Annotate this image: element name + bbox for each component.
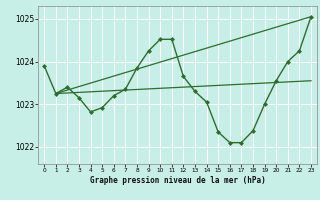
X-axis label: Graphe pression niveau de la mer (hPa): Graphe pression niveau de la mer (hPa) [90,176,266,185]
